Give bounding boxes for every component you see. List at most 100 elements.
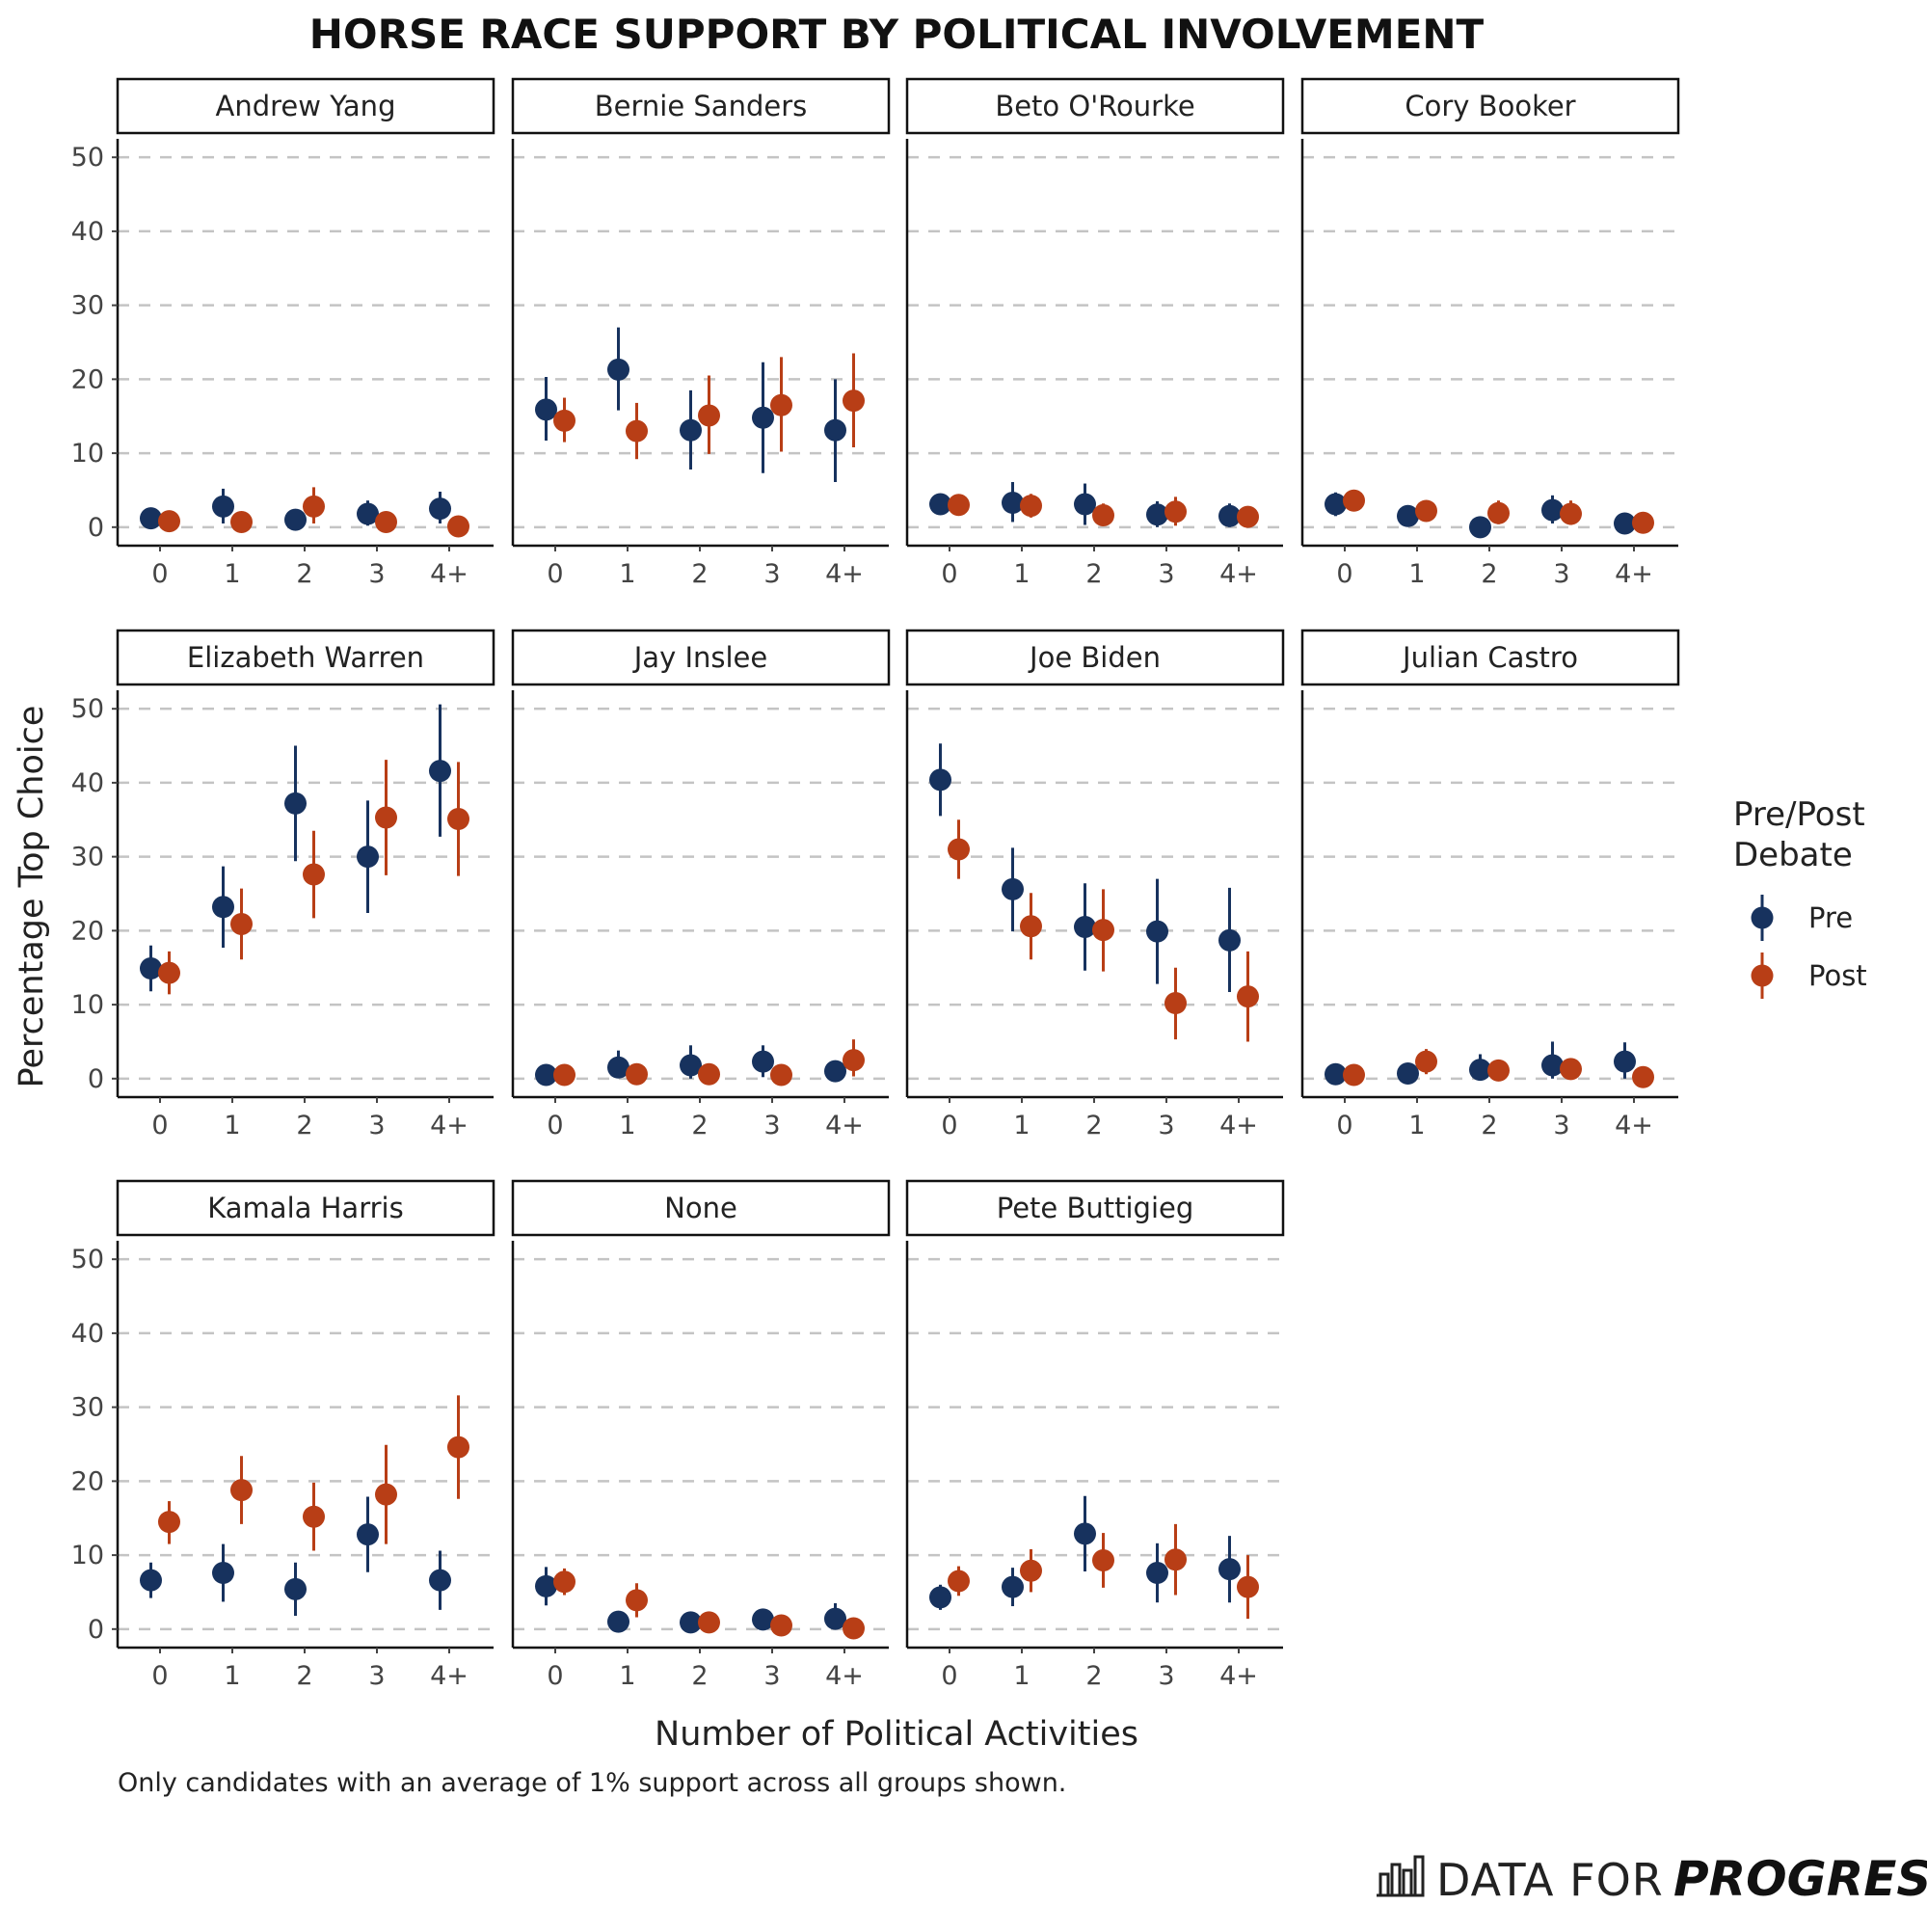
x-tick-label: 3 bbox=[763, 559, 780, 589]
strip-pete-buttigieg bbox=[905, 1179, 1285, 1237]
post-point bbox=[230, 912, 253, 935]
post-point bbox=[626, 419, 648, 443]
caption: Only candidates with an average of 1% su… bbox=[118, 1768, 1066, 1798]
pre-point bbox=[607, 358, 629, 381]
post-point bbox=[1092, 1548, 1114, 1571]
post-point bbox=[1560, 502, 1582, 525]
post-point bbox=[1487, 501, 1510, 524]
post-point bbox=[553, 409, 575, 432]
x-tick-label: 2 bbox=[296, 559, 312, 589]
pre-point bbox=[680, 1611, 702, 1634]
pre-point bbox=[1325, 1062, 1347, 1086]
pre-point bbox=[1146, 503, 1168, 526]
x-tick-label: 0 bbox=[547, 1661, 563, 1691]
x-tick-label: 3 bbox=[763, 1111, 780, 1140]
brand-bold-text: PROGRESS bbox=[1673, 1851, 1927, 1907]
y-tick-label: 10 bbox=[71, 1541, 104, 1570]
x-tick-label: 0 bbox=[941, 1661, 957, 1691]
pre-point bbox=[680, 1054, 702, 1077]
post-point bbox=[158, 510, 180, 533]
brand-logo: DATA FOR PROGRESS bbox=[1377, 1851, 1927, 1907]
x-tick-label: 2 bbox=[1085, 559, 1102, 589]
x-tick-label: 0 bbox=[151, 1661, 168, 1691]
x-tick-label: 3 bbox=[368, 1661, 385, 1691]
x-tick-label: 4+ bbox=[825, 1111, 864, 1140]
bar-chart-logo-icon bbox=[1377, 1855, 1425, 1897]
strip-label-julian-castro: Julian Castro bbox=[1401, 641, 1578, 674]
pre-point bbox=[429, 760, 451, 783]
post-point bbox=[843, 1617, 865, 1640]
post-point bbox=[698, 1062, 720, 1086]
post-point bbox=[553, 1570, 575, 1594]
pre-point bbox=[607, 1056, 629, 1079]
pre-point bbox=[140, 956, 162, 979]
x-tick-label: 1 bbox=[1013, 1661, 1030, 1691]
pre-point bbox=[1002, 491, 1024, 514]
pre-point bbox=[429, 497, 451, 521]
post-point bbox=[1237, 505, 1259, 528]
post-point bbox=[698, 1611, 720, 1634]
pre-point bbox=[284, 508, 307, 531]
x-tick-label: 1 bbox=[1013, 559, 1030, 589]
post-point bbox=[303, 495, 325, 518]
post-point bbox=[1092, 919, 1114, 942]
pre-point bbox=[535, 1063, 557, 1087]
strip-label-none: None bbox=[664, 1192, 737, 1224]
y-tick-label: 50 bbox=[71, 1245, 104, 1275]
post-point bbox=[1164, 1548, 1187, 1571]
pre-point bbox=[824, 1607, 846, 1630]
x-tick-label: 2 bbox=[1481, 559, 1497, 589]
post-point bbox=[230, 510, 253, 533]
pre-point bbox=[1074, 493, 1096, 516]
x-tick-label: 1 bbox=[1408, 1111, 1425, 1140]
strip-label-jay-inslee: Jay Inslee bbox=[632, 641, 768, 674]
pre-point bbox=[1541, 1054, 1564, 1077]
x-tick-label: 3 bbox=[368, 1111, 385, 1140]
post-point bbox=[948, 494, 970, 517]
post-point bbox=[770, 1614, 792, 1637]
y-tick-label: 40 bbox=[71, 217, 104, 247]
pre-point bbox=[357, 845, 379, 869]
x-tick-label: 0 bbox=[941, 1111, 957, 1140]
pre-point bbox=[752, 406, 774, 429]
y-tick-label: 0 bbox=[88, 513, 104, 543]
x-tick-label: 1 bbox=[224, 559, 240, 589]
legend-key-pre bbox=[1751, 906, 1774, 929]
y-tick-label: 10 bbox=[71, 990, 104, 1020]
post-point bbox=[375, 510, 397, 533]
x-tick-label: 0 bbox=[547, 1111, 563, 1140]
x-tick-label: 3 bbox=[1158, 1111, 1174, 1140]
legend-title-line1: Pre/Post bbox=[1733, 795, 1865, 834]
pre-point bbox=[1614, 512, 1636, 535]
y-tick-label: 40 bbox=[71, 1319, 104, 1349]
post-point bbox=[1343, 1063, 1365, 1087]
x-tick-label: 2 bbox=[1085, 1111, 1102, 1140]
y-tick-label: 20 bbox=[71, 916, 104, 946]
pre-point bbox=[752, 1608, 774, 1631]
post-point bbox=[1164, 500, 1187, 523]
strip-joe-biden bbox=[905, 629, 1285, 686]
pre-point bbox=[357, 1523, 379, 1546]
pre-point bbox=[1146, 920, 1168, 943]
y-tick-label: 0 bbox=[88, 1615, 104, 1645]
x-tick-label: 2 bbox=[296, 1661, 312, 1691]
pre-point bbox=[212, 495, 234, 518]
y-axis-title: Percentage Top Choice bbox=[13, 706, 51, 1088]
x-axis-title: Number of Political Activities bbox=[655, 1715, 1138, 1754]
legend-label-post: Post bbox=[1808, 959, 1867, 992]
pre-point bbox=[1614, 1050, 1636, 1073]
post-point bbox=[447, 515, 469, 538]
x-tick-label: 4+ bbox=[430, 1661, 468, 1691]
x-tick-label: 2 bbox=[691, 1111, 708, 1140]
post-point bbox=[1020, 495, 1042, 518]
post-point bbox=[1237, 1575, 1259, 1598]
post-point bbox=[1343, 489, 1365, 512]
strip-label-pete-buttigieg: Pete Buttigieg bbox=[997, 1192, 1194, 1224]
x-tick-label: 4+ bbox=[1219, 1111, 1258, 1140]
pre-point bbox=[535, 1574, 557, 1597]
post-point bbox=[1020, 915, 1042, 938]
strip-label-beto-o-rourke: Beto O'Rourke bbox=[995, 90, 1194, 122]
pre-point bbox=[929, 1586, 951, 1609]
